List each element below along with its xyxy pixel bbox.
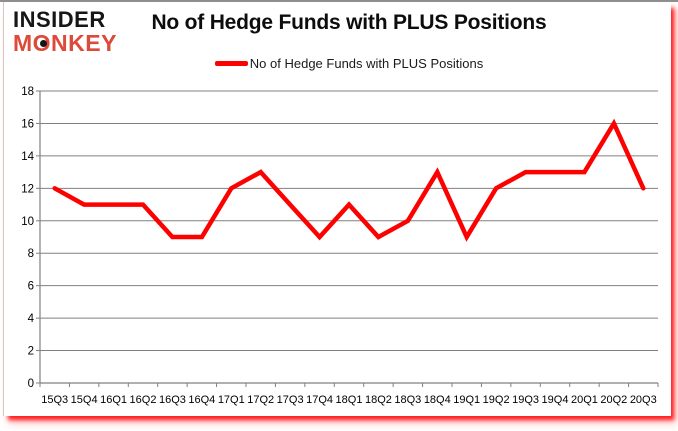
x-axis-tick-label: 20Q2 xyxy=(600,394,627,406)
x-axis-tick-label: 16Q1 xyxy=(100,394,127,406)
x-axis-tick-label: 17Q3 xyxy=(277,394,304,406)
x-axis-tick-label: 18Q4 xyxy=(424,394,451,406)
series-line-hedge-funds xyxy=(52,118,646,242)
x-axis-tick-label: 17Q2 xyxy=(247,394,274,406)
x-axis-tick-label: 20Q3 xyxy=(630,394,657,406)
x-axis-tick-label: 15Q4 xyxy=(71,394,98,406)
legend-series-label: No of Hedge Funds with PLUS Positions xyxy=(249,56,484,71)
logo-text-insider: INSIDER xyxy=(13,7,106,32)
chart-card xyxy=(3,2,671,416)
x-axis-tick-label: 18Q1 xyxy=(336,394,363,406)
x-axis-tick-label: 19Q1 xyxy=(453,394,480,406)
y-axis-tick-label: 2 xyxy=(28,346,34,358)
x-axis-tick-label: 20Q1 xyxy=(571,394,598,406)
x-axis-tick-label: 17Q4 xyxy=(306,394,333,406)
y-axis-tick-label: 4 xyxy=(28,313,35,325)
y-axis-tick-label: 16 xyxy=(21,118,34,130)
logo-monkey-word: MONKEY xyxy=(13,30,117,56)
y-axis-tick-label: 12 xyxy=(21,183,34,195)
chart-title: No of Hedge Funds with PLUS Positions xyxy=(151,11,547,34)
x-axis-tick-label: 18Q3 xyxy=(394,394,421,406)
logo-monkey-eye-icon xyxy=(40,40,47,47)
chart-legend: No of Hedge Funds with PLUS Positions xyxy=(40,56,658,71)
y-axis-tick-label: 10 xyxy=(21,216,34,228)
x-axis-tick-label: 18Q2 xyxy=(365,394,392,406)
legend-line-marker-icon xyxy=(214,61,248,66)
x-axis-tick-label: 17Q1 xyxy=(218,394,245,406)
x-axis-tick-label: 19Q4 xyxy=(542,394,569,406)
insider-monkey-logo: INSIDER MONKEY xyxy=(13,9,117,55)
x-axis-tick-label: 16Q4 xyxy=(188,394,215,406)
x-axis-tick-label: 19Q2 xyxy=(483,394,510,406)
y-axis-tick-label: 18 xyxy=(21,86,34,98)
y-axis-tick-label: 6 xyxy=(28,281,34,293)
card-top-border xyxy=(0,0,678,2)
x-axis-tick-label: 15Q3 xyxy=(41,394,68,406)
logo-text-monkey: MONKEY xyxy=(13,32,117,55)
x-axis-tick-label: 19Q3 xyxy=(512,394,539,406)
y-axis-tick-label: 0 xyxy=(28,378,34,390)
y-axis-tick-label: 14 xyxy=(21,151,34,163)
y-axis-tick-label: 8 xyxy=(28,248,34,260)
x-axis-tick-label: 16Q2 xyxy=(130,394,157,406)
x-axis-tick-label: 16Q3 xyxy=(159,394,186,406)
